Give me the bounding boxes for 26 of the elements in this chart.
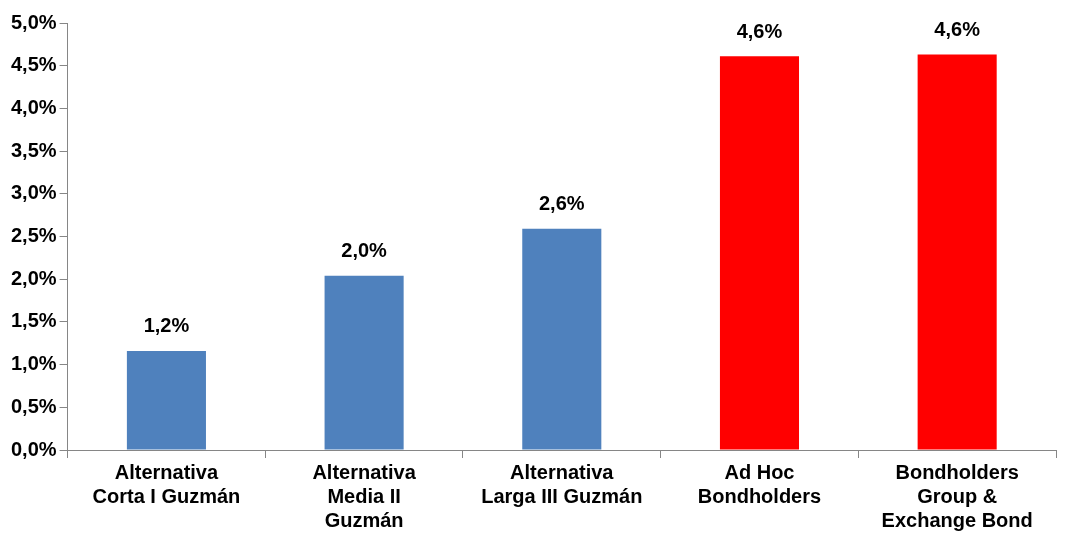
y-tick-label: 2,5% [10,224,57,247]
bar [719,56,800,450]
data-label: 4,6% [736,19,783,42]
y-tick-label: 0,5% [10,394,57,417]
data-label: 2,6% [539,192,585,215]
y-tick-label: 1,5% [10,309,57,332]
y-tick-label: 4,0% [10,95,57,118]
bar [126,350,206,450]
bar [522,228,602,450]
y-tick-label: 2,0% [10,266,57,289]
x-tick-label: Alternativa Corta I Guzmán [92,460,241,507]
data-label: 4,6% [934,18,981,41]
y-tick-label: 1,0% [10,352,57,375]
y-tick-label: 3,5% [10,138,57,161]
x-tick-label: Ad Hoc Bondholders [697,460,822,507]
y-tick-label: 0,0% [10,437,57,460]
data-label: 2,0% [341,239,388,262]
y-tick-label: 4,5% [10,53,57,76]
x-tick-label: Alternativa Larga III Guzmán [481,460,643,507]
y-tick-label: 5,0% [10,10,57,33]
bar [917,54,997,450]
data-label: 1,2% [143,314,190,337]
y-tick-label: 3,0% [10,181,57,204]
x-tick-label: Alternativa Media II Guzmán [312,460,417,531]
x-tick-label: Bondholders Group & Exchange Bond [881,460,1033,531]
bar [324,275,404,450]
